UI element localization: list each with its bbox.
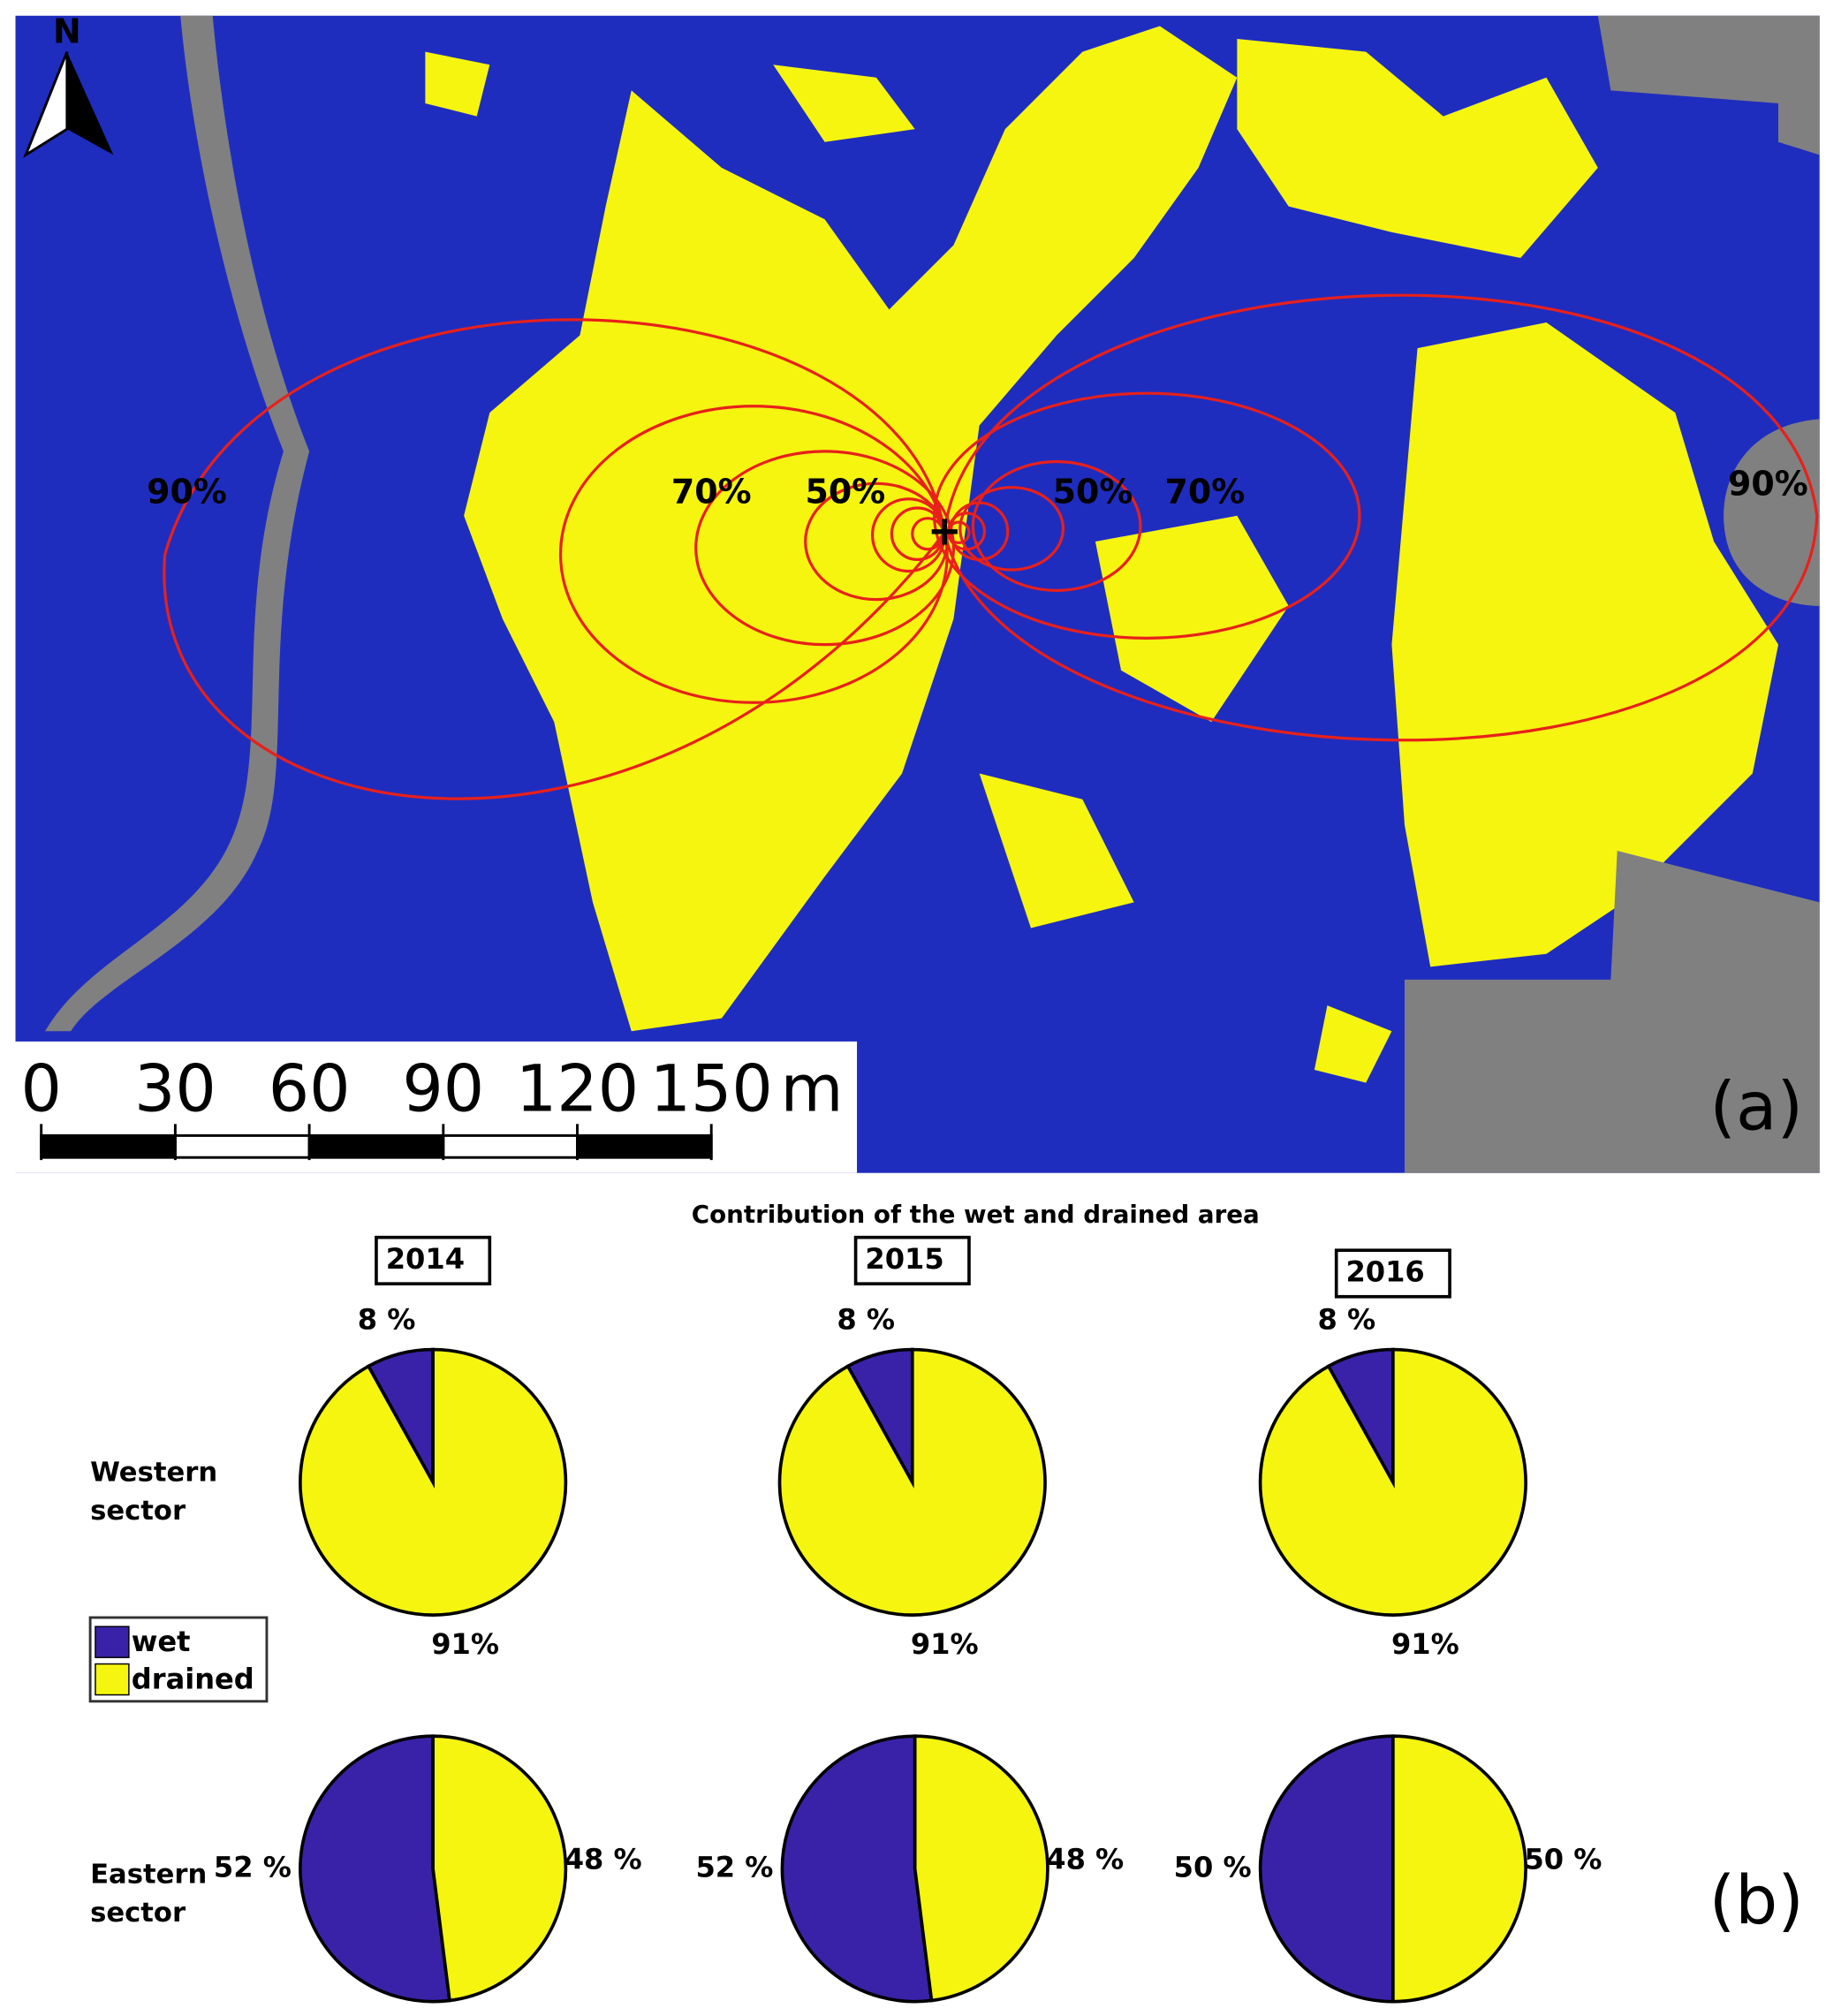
contour-label: 90% (1728, 465, 1808, 504)
legend-swatch (95, 1663, 130, 1696)
drained-area (1095, 515, 1289, 723)
pies: 8 % 91% 2014 8 % 91% 2015 8 % 91% 2016 52 % 48 % 52… (214, 1235, 1602, 2004)
contour-label: 50% (1053, 472, 1133, 511)
legend-label: wet (132, 1625, 191, 1658)
row-label-box: Western sector (90, 1456, 218, 1527)
value-label: 91% (911, 1627, 979, 1661)
north-arrow: N (23, 12, 114, 158)
scale-unit: m (780, 1051, 843, 1126)
value-label: 50 % (1524, 1843, 1602, 1876)
no-data (1405, 851, 1820, 1173)
pie-title: 2014 (386, 1242, 465, 1276)
legend: wet drained (88, 1616, 269, 1703)
map: + N 90% 70% 50% 50% 70% 90% 0 30 60 90 120 150 m (a… (15, 12, 1820, 1173)
scale-tick-label: 120 (516, 1051, 639, 1126)
pie-slice (299, 1347, 568, 1617)
legend-swatch (95, 1626, 130, 1658)
scale-bar: 0 30 60 90 120 150 m (20, 1051, 844, 1161)
contour-label: 70% (1165, 472, 1246, 511)
pie-slice (913, 1734, 1049, 2003)
pie-title: 2016 (1345, 1254, 1424, 1288)
contour-label: 90% (147, 472, 227, 511)
row-label: Western sector (90, 1456, 218, 1527)
contours (163, 293, 1819, 800)
north-label: N (53, 12, 81, 51)
scale-segment (307, 1133, 445, 1159)
scale-tick-label: 90 (402, 1051, 484, 1126)
no-data (1724, 419, 1820, 606)
value-label: 8 % (837, 1302, 895, 1336)
pie-slice (777, 1347, 1047, 1617)
contour-labels: 90% 70% 50% 50% 70% 90% (147, 465, 1808, 512)
panel-label: (a) (1709, 1068, 1803, 1146)
value-label: 8 % (358, 1302, 416, 1336)
scale-tick-label: 60 (269, 1051, 351, 1126)
panel-label: (b) (1709, 1861, 1804, 1939)
pie-title: 2015 (865, 1242, 943, 1276)
row-label-box: Eastern sector (90, 1858, 208, 1929)
value-label: 91% (431, 1627, 499, 1661)
pie-slice (1258, 1734, 1395, 2004)
pie-slice (1391, 1734, 1527, 2004)
contour-label: 50% (806, 472, 886, 511)
row-label: Eastern sector (90, 1858, 208, 1929)
value-label: 48 % (1046, 1843, 1124, 1876)
drained-area (1391, 322, 1779, 967)
value-label: 48 % (564, 1843, 642, 1876)
year-box (853, 1235, 971, 1285)
no-data (1597, 15, 1820, 155)
panel-title: Contribution of the wet and drained area (692, 1200, 1260, 1229)
scale-tick-label: 150 (650, 1051, 773, 1126)
year-box (375, 1235, 492, 1285)
value-label: 50 % (1174, 1850, 1252, 1883)
value-label: 8 % (1318, 1302, 1376, 1336)
pie-slice (431, 1734, 568, 2003)
scale-segment (576, 1133, 713, 1159)
pie-slice (299, 1734, 451, 2004)
scale-segment (40, 1133, 177, 1159)
value-label: 52 % (695, 1850, 773, 1883)
scale-tick-label: 30 (134, 1051, 216, 1126)
river (45, 15, 310, 1032)
drained-area (1237, 39, 1598, 259)
scale-tick-label: 0 (20, 1051, 61, 1126)
scale-segment (442, 1133, 579, 1159)
value-label: 52 % (214, 1850, 292, 1883)
year-box (1334, 1248, 1451, 1299)
center-mark: + (928, 508, 962, 556)
scale-segment (173, 1133, 311, 1159)
pie-slice (1258, 1347, 1527, 1617)
value-label: 91% (1391, 1627, 1459, 1661)
pie-slice (780, 1734, 934, 2004)
legend-label: drained (132, 1662, 254, 1695)
contour-label: 70% (671, 472, 752, 511)
drained-area (464, 26, 1238, 1032)
